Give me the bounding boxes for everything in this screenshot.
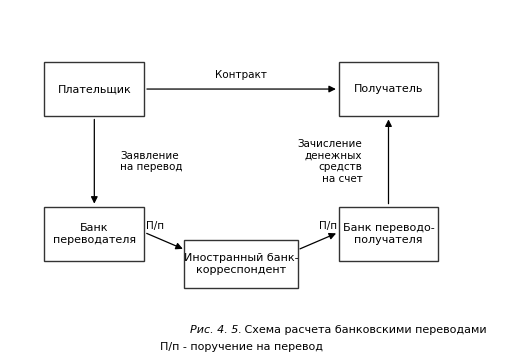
Text: Плательщик: Плательщик [57, 84, 131, 94]
FancyBboxPatch shape [339, 207, 438, 261]
Text: Получатель: Получатель [354, 84, 423, 94]
FancyBboxPatch shape [339, 62, 438, 117]
FancyBboxPatch shape [184, 240, 298, 288]
Text: П/п - поручение на перевод: П/п - поручение на перевод [160, 342, 323, 352]
Text: Зачисление
денежных
средств
на счет: Зачисление денежных средств на счет [298, 139, 362, 184]
Text: Иностранный банк-
корреспондент: Иностранный банк- корреспондент [184, 253, 299, 275]
Text: Контракт: Контракт [215, 70, 267, 80]
Text: Заявление
на перевод: Заявление на перевод [120, 151, 183, 172]
Text: Банк переводо-
получателя: Банк переводо- получателя [343, 223, 434, 245]
FancyBboxPatch shape [45, 62, 144, 117]
Text: Рис. 4. 5.: Рис. 4. 5. [190, 325, 242, 334]
Text: П/п: П/п [319, 221, 337, 231]
Text: Схема расчета банковскими переводами: Схема расчета банковскими переводами [242, 325, 487, 334]
FancyBboxPatch shape [45, 207, 144, 261]
Text: Банк
переводателя: Банк переводателя [52, 223, 136, 245]
Text: П/п: П/п [146, 221, 164, 231]
